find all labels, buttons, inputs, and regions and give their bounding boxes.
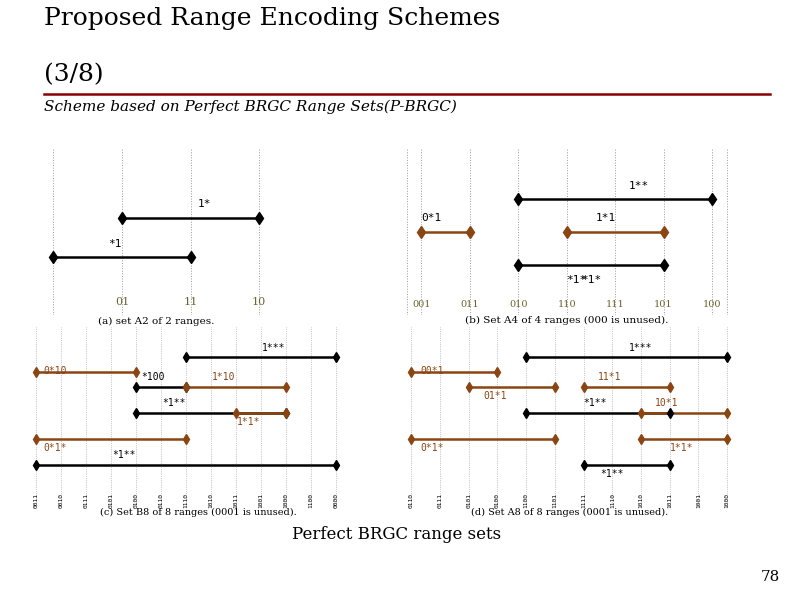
Text: 10: 10 <box>252 298 266 307</box>
Text: 0101: 0101 <box>466 493 472 508</box>
Text: 1*10: 1*10 <box>212 372 235 382</box>
Text: 1010: 1010 <box>638 493 643 508</box>
Text: 1110: 1110 <box>610 493 615 508</box>
Text: 1***: 1*** <box>261 343 285 352</box>
Text: 110: 110 <box>557 300 576 309</box>
Text: 1***: 1*** <box>630 343 653 352</box>
Text: 1000: 1000 <box>283 493 288 508</box>
Text: *1*: *1* <box>581 275 601 285</box>
Text: 1011: 1011 <box>233 493 238 508</box>
Text: (a) set A2 of 2 ranges.: (a) set A2 of 2 ranges. <box>98 317 214 326</box>
Text: (b) Set A4 of 4 ranges (000 is unused).: (b) Set A4 of 4 ranges (000 is unused). <box>465 315 669 325</box>
Text: *1**: *1** <box>112 450 136 461</box>
Text: *1**: *1** <box>162 398 185 408</box>
Text: 1000: 1000 <box>725 493 730 508</box>
Text: *100: *100 <box>141 372 164 382</box>
Text: 0*1*: 0*1* <box>44 443 67 453</box>
Text: 0101: 0101 <box>109 493 114 508</box>
Text: 1100: 1100 <box>524 493 529 508</box>
Text: *1**: *1** <box>600 469 624 480</box>
Text: 1101: 1101 <box>553 493 557 508</box>
Text: Scheme based on Perfect BRGC Range Sets(P-BRGC): Scheme based on Perfect BRGC Range Sets(… <box>44 99 457 114</box>
Text: 0010: 0010 <box>59 493 64 508</box>
Text: 100: 100 <box>703 300 721 309</box>
Text: 1*1*: 1*1* <box>669 443 693 453</box>
Text: (d) Set A8 of 8 ranges (0001 is unused).: (d) Set A8 of 8 ranges (0001 is unused). <box>471 508 668 516</box>
Text: 11: 11 <box>183 298 198 307</box>
Text: 0111: 0111 <box>83 493 89 508</box>
Text: 0100: 0100 <box>495 493 500 508</box>
Text: 1100: 1100 <box>308 493 314 508</box>
Text: *1**: *1** <box>584 398 607 408</box>
Text: 0000: 0000 <box>333 493 338 508</box>
Text: 1001: 1001 <box>696 493 701 508</box>
Text: 01: 01 <box>115 298 129 307</box>
Text: 1*: 1* <box>198 199 211 209</box>
Text: (c) Set B8 of 8 ranges (0001 is unused).: (c) Set B8 of 8 ranges (0001 is unused). <box>100 508 297 516</box>
Text: 0110: 0110 <box>409 493 414 508</box>
Text: 00*1: 00*1 <box>420 366 444 376</box>
Text: 010: 010 <box>509 300 527 309</box>
Text: 1*1*: 1*1* <box>237 417 260 427</box>
Text: Proposed Range Encoding Schemes: Proposed Range Encoding Schemes <box>44 7 500 30</box>
Text: 0*10: 0*10 <box>44 366 67 376</box>
Text: 1110: 1110 <box>183 493 188 508</box>
Text: 001: 001 <box>412 300 430 309</box>
Text: *1: *1 <box>108 239 122 249</box>
Text: 10*1: 10*1 <box>655 398 679 408</box>
Text: *1*: *1* <box>566 275 587 285</box>
Text: 0*1: 0*1 <box>422 214 441 223</box>
Text: 0*1*: 0*1* <box>420 443 444 453</box>
Text: 1011: 1011 <box>667 493 673 508</box>
Text: 0110: 0110 <box>159 493 164 508</box>
Text: Perfect BRGC range sets: Perfect BRGC range sets <box>292 526 502 543</box>
Text: 1010: 1010 <box>209 493 214 508</box>
Text: 0100: 0100 <box>133 493 139 508</box>
Text: 01*1: 01*1 <box>483 392 507 401</box>
Text: 011: 011 <box>461 300 479 309</box>
Text: 0111: 0111 <box>437 493 442 508</box>
Text: 0011: 0011 <box>34 493 39 508</box>
Text: 1**: 1** <box>629 181 649 191</box>
Text: 1001: 1001 <box>258 493 264 508</box>
Text: 1111: 1111 <box>581 493 586 508</box>
Text: 111: 111 <box>606 300 624 309</box>
Text: 1*1: 1*1 <box>596 214 615 223</box>
Text: 78: 78 <box>761 570 780 584</box>
Text: (3/8): (3/8) <box>44 63 103 86</box>
Text: 101: 101 <box>654 300 673 309</box>
Text: 11*1: 11*1 <box>598 372 622 382</box>
